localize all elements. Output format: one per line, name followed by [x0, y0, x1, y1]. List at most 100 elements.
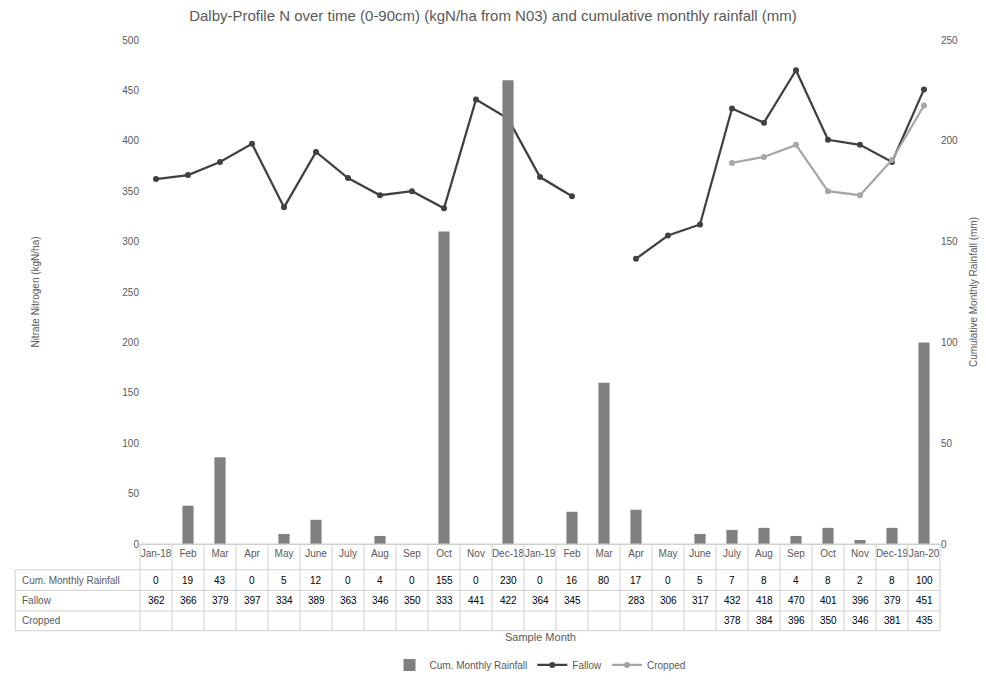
svg-text:379: 379 [212, 595, 229, 606]
svg-text:8: 8 [825, 575, 831, 586]
svg-text:350: 350 [820, 615, 837, 626]
svg-text:418: 418 [756, 595, 773, 606]
svg-text:0: 0 [133, 539, 139, 550]
svg-text:17: 17 [630, 575, 642, 586]
svg-text:0: 0 [409, 575, 415, 586]
svg-text:389: 389 [308, 595, 325, 606]
svg-text:June: June [305, 548, 327, 559]
svg-text:200: 200 [122, 337, 139, 348]
svg-text:366: 366 [180, 595, 197, 606]
svg-text:Jan-20: Jan-20 [909, 548, 940, 559]
svg-text:350: 350 [404, 595, 421, 606]
svg-text:July: July [339, 548, 357, 559]
svg-text:Apr: Apr [244, 548, 260, 559]
svg-text:7: 7 [729, 575, 735, 586]
svg-text:470: 470 [788, 595, 805, 606]
svg-text:Mar: Mar [595, 548, 613, 559]
svg-text:5: 5 [697, 575, 703, 586]
svg-text:May: May [275, 548, 294, 559]
svg-text:19: 19 [182, 575, 194, 586]
svg-text:0: 0 [249, 575, 255, 586]
svg-text:346: 346 [852, 615, 869, 626]
svg-text:451: 451 [916, 595, 933, 606]
svg-text:Sample Month: Sample Month [505, 631, 576, 643]
svg-text:362: 362 [148, 595, 165, 606]
svg-text:June: June [689, 548, 711, 559]
svg-text:450: 450 [122, 85, 139, 96]
svg-text:0: 0 [473, 575, 479, 586]
svg-text:346: 346 [372, 595, 389, 606]
svg-text:Nov: Nov [467, 548, 485, 559]
svg-text:300: 300 [122, 236, 139, 247]
svg-text:317: 317 [692, 595, 709, 606]
svg-text:43: 43 [214, 575, 226, 586]
svg-text:Cropped: Cropped [647, 660, 685, 671]
svg-text:100: 100 [941, 337, 958, 348]
svg-text:283: 283 [628, 595, 645, 606]
svg-text:Jan-19: Jan-19 [525, 548, 556, 559]
svg-text:150: 150 [941, 236, 958, 247]
svg-text:Dec-19: Dec-19 [876, 548, 909, 559]
svg-text:Sep: Sep [787, 548, 805, 559]
svg-text:8: 8 [889, 575, 895, 586]
svg-text:5: 5 [281, 575, 287, 586]
svg-text:396: 396 [852, 595, 869, 606]
svg-text:Nov: Nov [851, 548, 869, 559]
svg-text:Dalby-Profile N over time (0-9: Dalby-Profile N over time (0-90cm) (kgN/… [189, 7, 797, 24]
svg-text:0: 0 [537, 575, 543, 586]
svg-text:Fallow: Fallow [22, 595, 52, 606]
svg-text:80: 80 [598, 575, 610, 586]
svg-text:Feb: Feb [179, 548, 197, 559]
svg-text:334: 334 [276, 595, 293, 606]
svg-text:Dec-18: Dec-18 [492, 548, 525, 559]
svg-text:Aug: Aug [755, 548, 773, 559]
svg-text:432: 432 [724, 595, 741, 606]
svg-text:422: 422 [500, 595, 517, 606]
svg-text:0: 0 [665, 575, 671, 586]
svg-text:250: 250 [122, 287, 139, 298]
svg-text:2: 2 [857, 575, 863, 586]
svg-text:0: 0 [941, 539, 947, 550]
svg-text:8: 8 [761, 575, 767, 586]
svg-text:378: 378 [724, 615, 741, 626]
svg-text:0: 0 [345, 575, 351, 586]
svg-text:230: 230 [500, 575, 517, 586]
svg-text:350: 350 [122, 186, 139, 197]
svg-text:363: 363 [340, 595, 357, 606]
svg-text:250: 250 [941, 35, 958, 46]
svg-text:333: 333 [436, 595, 453, 606]
svg-text:384: 384 [756, 615, 773, 626]
svg-text:364: 364 [532, 595, 549, 606]
svg-text:Apr: Apr [628, 548, 644, 559]
svg-text:435: 435 [916, 615, 933, 626]
svg-text:396: 396 [788, 615, 805, 626]
svg-text:100: 100 [122, 438, 139, 449]
svg-text:Cropped: Cropped [22, 615, 60, 626]
svg-text:0: 0 [153, 575, 159, 586]
svg-text:50: 50 [128, 488, 140, 499]
svg-text:Nitrate Nitrogen (kgN/ha): Nitrate Nitrogen (kgN/ha) [30, 236, 41, 347]
svg-text:12: 12 [310, 575, 322, 586]
svg-text:Aug: Aug [371, 548, 389, 559]
svg-text:16: 16 [566, 575, 578, 586]
svg-text:381: 381 [884, 615, 901, 626]
svg-text:441: 441 [468, 595, 485, 606]
svg-text:Cum. Monthly Rainfall: Cum. Monthly Rainfall [430, 660, 528, 671]
svg-text:Cum. Monthly Rainfall: Cum. Monthly Rainfall [22, 575, 120, 586]
svg-text:150: 150 [122, 387, 139, 398]
svg-text:Fallow: Fallow [572, 660, 602, 671]
svg-text:Feb: Feb [563, 548, 581, 559]
svg-text:50: 50 [941, 438, 953, 449]
svg-text:Sep: Sep [403, 548, 421, 559]
svg-text:200: 200 [941, 135, 958, 146]
svg-text:397: 397 [244, 595, 261, 606]
svg-text:100: 100 [916, 575, 933, 586]
svg-text:345: 345 [564, 595, 581, 606]
svg-text:4: 4 [793, 575, 799, 586]
svg-text:155: 155 [436, 575, 453, 586]
svg-text:379: 379 [884, 595, 901, 606]
svg-text:401: 401 [820, 595, 837, 606]
svg-text:Cumulative Monthly Rainfall (m: Cumulative Monthly Rainfall (mm) [968, 217, 979, 367]
svg-text:May: May [659, 548, 678, 559]
svg-text:Oct: Oct [820, 548, 836, 559]
